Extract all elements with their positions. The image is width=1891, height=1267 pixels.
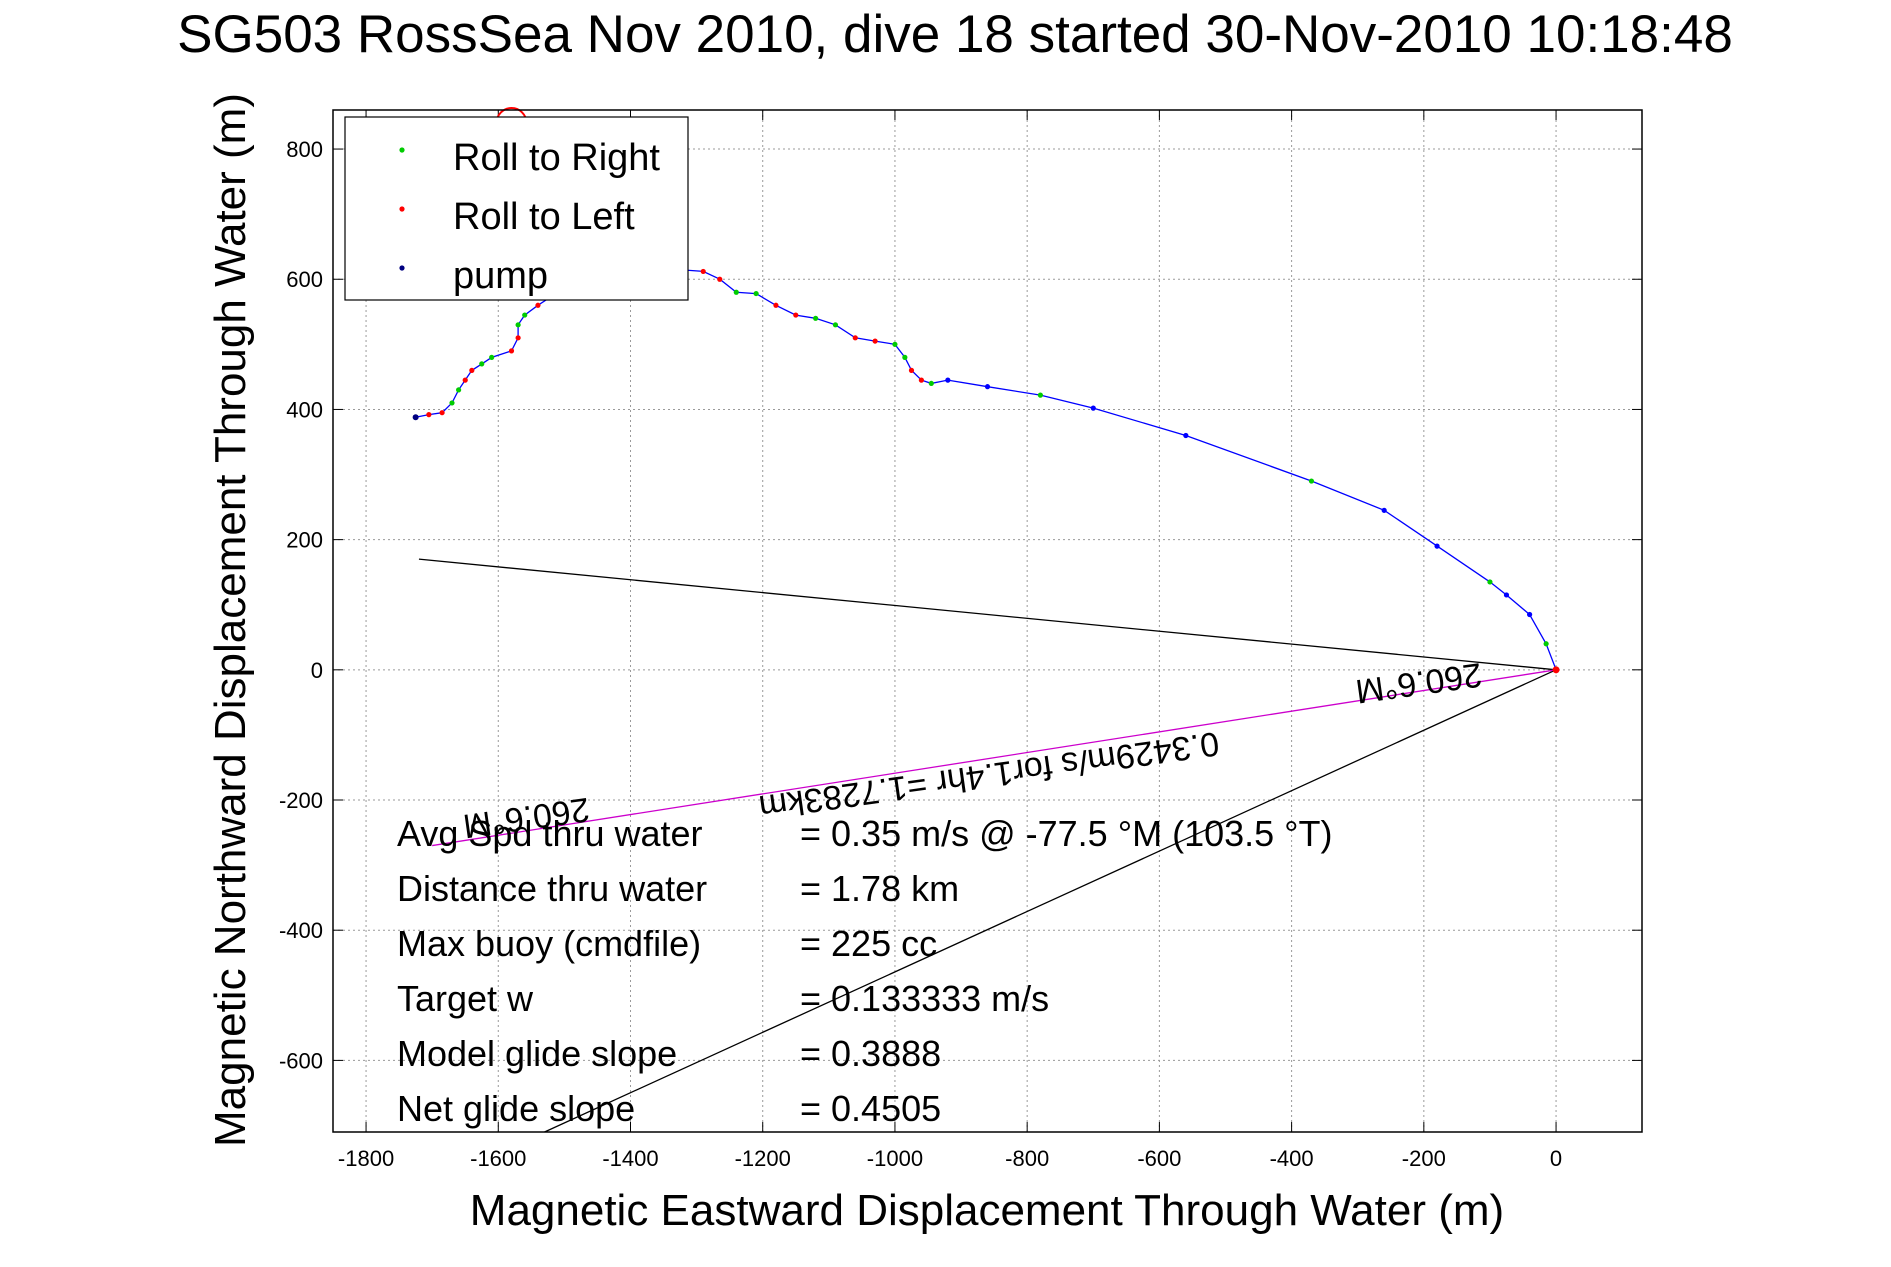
x-tick-label: -400 [1270,1146,1314,1171]
track-point [426,412,432,418]
stat-value: = 0.4505 [800,1088,941,1129]
track-point [700,268,706,275]
stat-value: = 0.35 m/s @ -77.5 °M (103.5 °T) [800,813,1333,854]
track-point [892,341,898,347]
y-tick-label: 400 [286,397,323,422]
track-point [522,312,528,318]
track-point [479,361,485,367]
reference-lines [418,558,1557,1133]
track-point [918,377,924,383]
track-point [1381,507,1387,513]
stat-label: Distance thru water [397,868,707,909]
track-point [489,354,495,360]
track-point [535,302,541,308]
legend-entry: Roll to Left [453,196,635,238]
stat-label: Net glide slope [397,1088,635,1129]
legend-marker [399,265,405,271]
y-tick-label: -600 [279,1048,323,1073]
y-tick-label: -400 [279,918,323,943]
track-point [1037,392,1043,398]
track-point [449,400,455,406]
track-point [813,315,819,321]
y-axis-label: Magnetic Northward Displacement Through … [206,93,255,1147]
track-point [515,335,521,341]
track-point [832,322,839,328]
track-point [793,312,799,318]
track-point [753,290,759,297]
x-tick-label: -1800 [338,1146,394,1171]
track-point [773,302,779,308]
x-tick-label: -200 [1402,1146,1446,1171]
plot-frame [332,109,1643,1133]
track-point [908,367,915,373]
legend-entry: Roll to Right [453,137,660,179]
track-point [515,322,521,328]
track-point [928,380,934,387]
stat-value: = 0.133333 m/s [800,978,1049,1019]
track-point [1487,579,1493,585]
track-point [1527,611,1533,618]
x-tick-label: -800 [1005,1146,1049,1171]
x-tick-label: 0 [1550,1146,1562,1171]
track-point [508,348,515,354]
stats-block: Avg Spd thru water = 0.35 m/s @ -77.5 °M … [397,813,1333,1129]
legend: Roll to Right Roll to Left pump [344,116,689,301]
stat-value: = 0.3888 [800,1033,941,1074]
y-tick-label: 0 [311,658,323,683]
track-point [1183,432,1189,439]
y-tick-label: 600 [286,267,323,292]
track-point [1543,641,1549,647]
track-point [945,377,951,383]
origin-point [1552,666,1560,674]
track-point [1090,405,1096,411]
axes: -1800 -1600 -1400 -1200 -1000 -800 -600 -400 -20… [279,110,1642,1171]
track-point [462,377,468,383]
track-point [717,276,723,282]
stat-value: = 225 cc [800,923,937,964]
x-tick-label: -1400 [602,1146,658,1171]
track-point [456,387,462,393]
pump-point [412,414,419,421]
legend-entry: pump [453,255,548,297]
x-tick-label: -1000 [867,1146,923,1171]
stat-label: Model glide slope [397,1033,677,1074]
current-line [544,669,1557,1133]
x-tick-label: -600 [1137,1146,1181,1171]
heading-line [418,558,1557,671]
drift-line [432,669,1557,847]
y-tick-label: -200 [279,788,323,813]
track-point [852,335,858,341]
track-point [902,354,908,360]
track-point [469,367,475,373]
chart-title: SG503 RossSea Nov 2010, dive 18 started … [177,5,1733,64]
stat-label: Max buoy (cmdfile) [397,923,701,964]
track-point [1308,478,1315,484]
y-tick-label: 800 [286,137,323,162]
track-point [984,384,991,390]
track-point [733,289,739,295]
x-axis-label: Magnetic Eastward Displacement Through W… [470,1186,1504,1235]
track-point [1434,543,1440,549]
track-point [872,338,878,344]
glider-track [412,107,1560,674]
x-tick-label: -1200 [735,1146,791,1171]
legend-marker [399,147,405,153]
stat-label: Avg Spd thru water [397,813,703,854]
y-tick-label: 200 [286,528,323,553]
legend-marker [399,206,405,212]
stat-value: = 1.78 km [800,868,959,909]
track-point [439,410,445,416]
track-point [1503,592,1510,598]
stat-label: Target w [397,978,534,1019]
x-tick-label: -1600 [470,1146,526,1171]
